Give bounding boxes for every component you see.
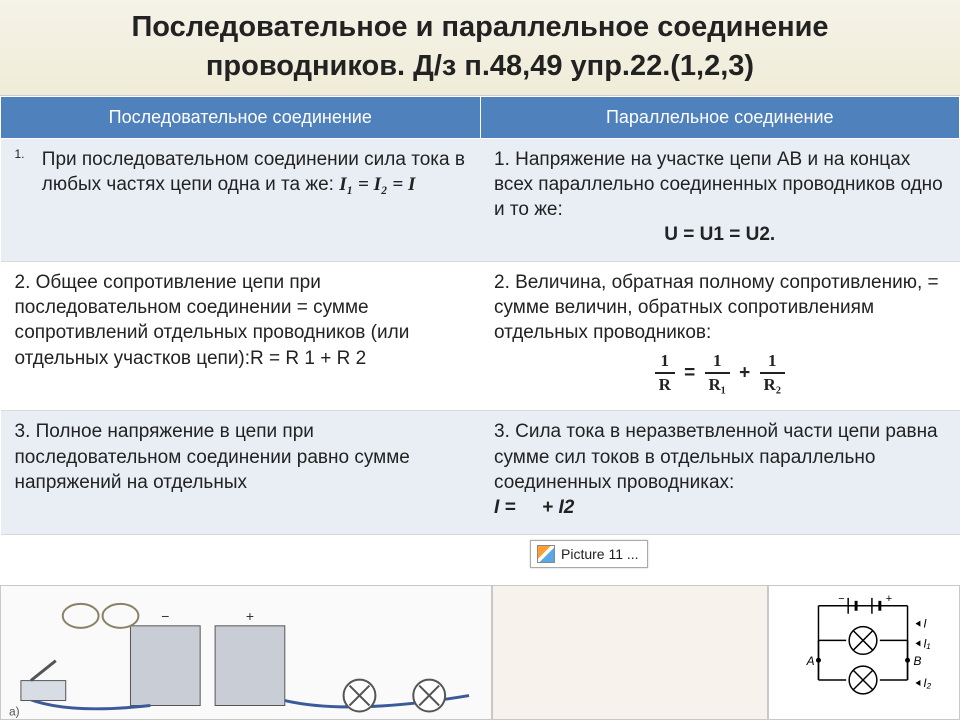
series-sketch-svg: − + a) [1,586,491,720]
title-line1: Последовательное и параллельное соединен… [131,11,828,43]
svg-text:I₂: I₂ [923,676,931,690]
row2-right-text: 2. Величина, обратная полному сопротивле… [494,272,939,343]
row1-left-text: При последовательном соединении сила ток… [42,147,466,197]
parallel-schematic: − + A B I [768,585,960,720]
blank-panel [492,585,768,720]
row2-left-text: 2. Общее сопротивление цепи при последов… [15,272,410,368]
comparison-table: Последовательное соединение Параллельное… [0,96,960,535]
formula-parallel-current: I = + I2 [494,497,574,518]
title-line2: проводников. Д/з п.48,49 упр.22.(1,2,3) [206,50,754,82]
table-row: 1. При последовательном соединении сила … [1,139,960,262]
header-left: Последовательное соединение [1,97,481,139]
bottom-image-strip: − + a) − [0,585,960,720]
series-lab-illustration: − + a) [0,585,492,720]
header-right: Параллельное соединение [480,97,960,139]
table-row: 2. Общее сопротивление цепи при последов… [1,262,960,411]
blank-svg [493,586,767,720]
row3-left-text: 3. Полное напряжение в цепи при последов… [15,421,410,492]
formula-parallel-resistance: 1R = 1R₁ + 1R₂ [494,350,946,397]
row3-right-text: 3. Сила тока в неразветвленной части цеп… [494,421,938,492]
picture-label: Picture 11 ... [561,546,639,562]
svg-text:+: + [886,593,892,605]
page-title: Последовательное и параллельное соединен… [20,8,940,86]
svg-text:−: − [161,608,169,624]
row1-right-text: 1. Напряжение на участке цепи АВ и на ко… [494,149,943,220]
parallel-svg: − + A B I [769,586,959,720]
title-bar: Последовательное и параллельное соединен… [0,0,960,96]
row-marker: 1. [15,147,37,163]
svg-text:A: A [806,654,815,668]
svg-text:B: B [913,654,921,668]
table-header-row: Последовательное соединение Параллельное… [1,97,960,139]
formula-series-current: I₁ = I₂ = I [339,172,415,197]
svg-text:−: − [838,593,844,605]
svg-text:+: + [246,608,254,624]
table-row: 3. Полное напряжение в цепи при последов… [1,411,960,534]
picture-icon [537,545,555,563]
picture-placeholder-badge: Picture 11 ... [530,540,648,568]
formula-parallel-voltage: U = U1 = U2. [494,222,946,247]
svg-text:I₁: I₁ [923,636,930,650]
svg-text:a): a) [9,704,20,718]
